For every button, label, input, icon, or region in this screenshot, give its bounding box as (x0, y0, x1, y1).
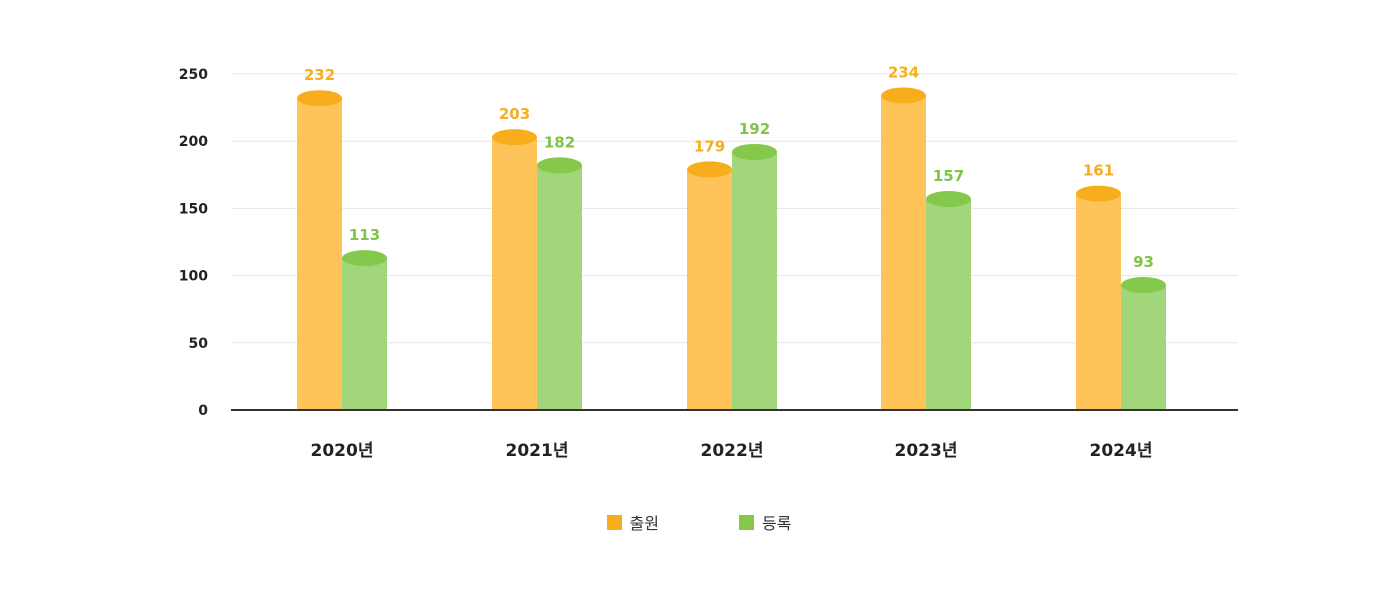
bar-top (881, 87, 926, 104)
x-tick-label-2022년: 2022년 (701, 441, 764, 461)
legend-item-series-1: 출원 (606, 510, 659, 534)
y-tick-label-150: 150 (179, 201, 208, 217)
data-label-2-2020년: 113 (349, 226, 380, 244)
data-label-2-2024년: 93 (1133, 253, 1154, 271)
bar-top (1076, 185, 1121, 202)
bar-body (1076, 193, 1121, 410)
data-label-1-2023년: 234 (888, 64, 919, 82)
data-label-1-2022년: 179 (694, 137, 725, 155)
bar-2-2021년 (537, 157, 582, 410)
bar-body (297, 98, 342, 410)
bar-top (926, 190, 971, 207)
bar-top (537, 157, 582, 174)
bar-body (537, 165, 582, 410)
bar-top (492, 129, 537, 146)
data-label-2-2021년: 182 (544, 133, 575, 151)
x-tick-label-2021년: 2021년 (506, 441, 569, 461)
legend-swatch-series-1 (606, 514, 622, 530)
bar-top (1121, 277, 1166, 294)
y-tick-label-0: 0 (198, 403, 208, 419)
bar-top (732, 143, 777, 160)
data-label-1-2020년: 232 (304, 66, 335, 84)
bar-2-2023년 (926, 190, 971, 410)
bar-body (492, 137, 537, 410)
bar-body (342, 258, 387, 410)
bar-1-2022년 (687, 161, 732, 410)
bar-top (297, 90, 342, 107)
x-tick-label-2020년: 2020년 (311, 441, 374, 461)
data-label-2-2023년: 157 (933, 167, 964, 185)
data-label-1-2024년: 161 (1083, 162, 1114, 180)
bar-body (732, 151, 777, 410)
bar-1-2021년 (492, 129, 537, 410)
legend-item-series-2: 등록 (739, 510, 791, 534)
bar-body (1121, 285, 1166, 410)
legend-label-series-2: 등록 (762, 514, 792, 533)
data-label-2-2022년: 192 (739, 120, 770, 138)
legend: 출원 등록 (0, 510, 1398, 534)
y-tick-label-50: 50 (189, 336, 209, 352)
bar-body (687, 169, 732, 410)
bar-body (881, 95, 926, 410)
bar-top (687, 161, 732, 178)
bar-2-2020년 (342, 250, 387, 410)
legend-swatch-series-2 (739, 514, 754, 530)
bar-1-2024년 (1076, 185, 1121, 410)
legend-label-series-1: 출원 (629, 514, 659, 533)
bar-body (926, 198, 971, 410)
y-tick-label-100: 100 (179, 269, 208, 285)
bar-2-2024년 (1121, 277, 1166, 410)
y-tick-label-250: 250 (179, 67, 208, 83)
bar-1-2020년 (297, 90, 342, 410)
data-label-1-2021년: 203 (499, 105, 530, 123)
bar-1-2023년 (881, 87, 926, 410)
x-tick-label-2023년: 2023년 (895, 441, 958, 461)
bar-2-2022년 (732, 143, 777, 410)
bar-top (342, 250, 387, 267)
x-tick-label-2024년: 2024년 (1090, 441, 1153, 461)
y-tick-label-200: 200 (179, 134, 208, 150)
